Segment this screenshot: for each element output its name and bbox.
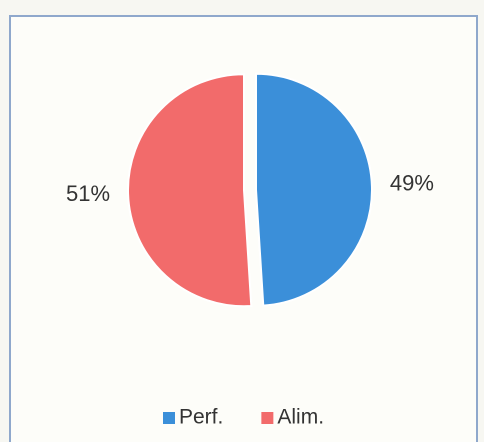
legend-swatch bbox=[163, 412, 175, 424]
pie-slice bbox=[127, 73, 253, 308]
value-label: 49% bbox=[390, 171, 434, 196]
pie-slice bbox=[254, 72, 373, 307]
legend-label: Perf. bbox=[179, 406, 223, 429]
legend-swatch bbox=[261, 412, 274, 424]
value-label: 51% bbox=[66, 181, 110, 206]
legend-label: Alim. bbox=[277, 406, 324, 429]
